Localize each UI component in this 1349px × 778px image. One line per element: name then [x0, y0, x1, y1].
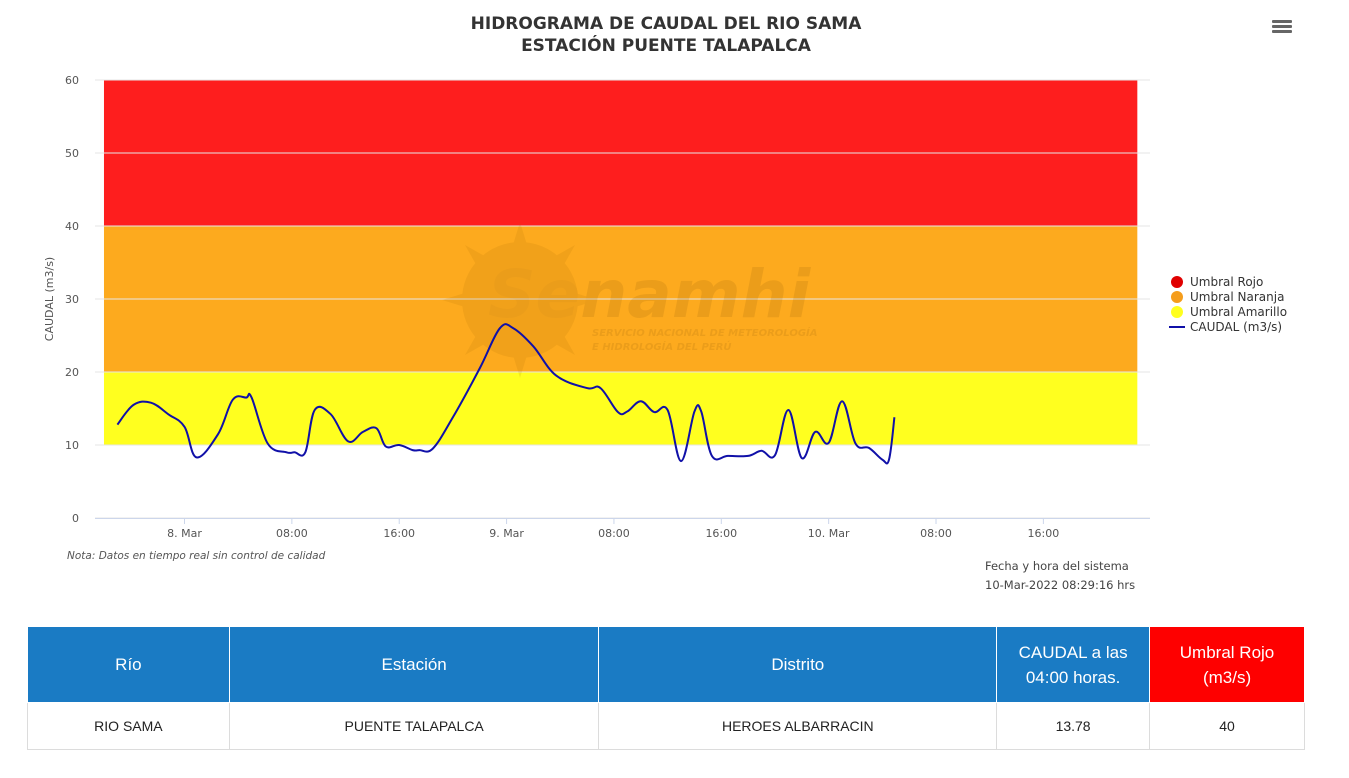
- caudal-series-line: [116, 323, 896, 465]
- x-tick-label: 8. Mar: [167, 527, 202, 540]
- header-umbral-line1: Umbral Rojo: [1179, 642, 1275, 662]
- header-rio: Río: [27, 626, 230, 703]
- hamburger-menu-icon[interactable]: [1272, 18, 1292, 36]
- table-row: RIO SAMA PUENTE TALAPALCA HEROES ALBARRA…: [27, 702, 1305, 750]
- svg-text:SERVICIO NACIONAL DE METEOROLO: SERVICIO NACIONAL DE METEOROLOGÍA: [592, 326, 818, 339]
- header-umbral-line2: (m3/s): [1202, 667, 1252, 687]
- x-tick-label: 16:00: [1028, 527, 1060, 540]
- system-datetime-value: 10-Mar-2022 08:29:16 hrs: [985, 578, 1136, 592]
- y-axis-label: CAUDAL (m3/s): [43, 257, 56, 341]
- legend-item-label: CAUDAL (m3/s): [1190, 320, 1282, 334]
- table-header-row: Río Estación Distrito CAUDAL a las 04:00…: [27, 626, 1305, 703]
- header-caudal: CAUDAL a las 04:00 horas.: [996, 626, 1151, 703]
- station-info-table: Río Estación Distrito CAUDAL a las 04:00…: [27, 626, 1305, 750]
- svg-text:Senamhi: Senamhi: [488, 256, 812, 333]
- y-tick-label: 30: [65, 293, 79, 306]
- cell-rio: RIO SAMA: [27, 702, 230, 750]
- cell-caudal: 13.78: [996, 702, 1151, 750]
- legend-item-label: Umbral Naranja: [1190, 290, 1284, 304]
- legend-marker: [1171, 291, 1183, 303]
- chart-title: HIDROGRAMA DE CAUDAL DEL RIO SAMA: [471, 14, 863, 34]
- system-datetime: Fecha y hora del sistema 10-Mar-2022 08:…: [985, 557, 1135, 595]
- axes: 0 10 20 30 40 50 60 8. Mar 08:00 16:00 9. Mar 08:00…: [65, 74, 1150, 540]
- x-tick-label: 10. Mar: [808, 527, 850, 540]
- y-tick-label: 60: [65, 74, 79, 87]
- legend-marker: [1171, 276, 1183, 288]
- quality-note: Nota: Datos en tiempo real sin control d…: [67, 550, 326, 562]
- legend-item-label: Umbral Rojo: [1190, 275, 1263, 289]
- cell-umbral: 40: [1149, 702, 1305, 750]
- x-tick-label: 9. Mar: [489, 527, 524, 540]
- x-tick-label: 08:00: [276, 527, 308, 540]
- senamhi-watermark-logo: Senamhi SERVICIO NACIONAL DE METEOROLOGÍ…: [442, 222, 818, 378]
- x-tick-label: 16:00: [383, 527, 415, 540]
- system-datetime-label: Fecha y hora del sistema: [985, 559, 1129, 573]
- y-tick-label: 20: [65, 366, 79, 379]
- x-tick-label: 08:00: [598, 527, 630, 540]
- header-umbral-rojo: Umbral Rojo (m3/s): [1149, 626, 1305, 703]
- header-estacion: Estación: [228, 626, 600, 703]
- y-tick-label: 50: [65, 147, 79, 160]
- header-caudal-line1: CAUDAL a las: [1018, 642, 1128, 662]
- y-tick-label: 40: [65, 220, 79, 233]
- y-tick-label: 0: [72, 512, 79, 525]
- x-tick-label: 16:00: [705, 527, 737, 540]
- hydrograph-chart: HIDROGRAMA DE CAUDAL DEL RIO SAMA ESTACI…: [43, 14, 1287, 540]
- header-caudal-line2: 04:00 horas.: [1025, 667, 1121, 687]
- legend-marker: [1171, 306, 1183, 318]
- band-umbral-amarillo: [103, 372, 1138, 445]
- svg-text:E HIDROLOGÍA DEL PERÚ: E HIDROLOGÍA DEL PERÚ: [592, 340, 732, 353]
- cell-estacion: PUENTE TALAPALCA: [228, 702, 600, 750]
- y-tick-label: 10: [65, 439, 79, 452]
- header-distrito: Distrito: [598, 626, 998, 703]
- x-tick-label: 08:00: [920, 527, 952, 540]
- chart-subtitle: ESTACIÓN PUENTE TALAPALCA: [521, 34, 812, 56]
- legend-item-label: Umbral Amarillo: [1190, 305, 1287, 319]
- cell-distrito: HEROES ALBARRACIN: [598, 702, 998, 750]
